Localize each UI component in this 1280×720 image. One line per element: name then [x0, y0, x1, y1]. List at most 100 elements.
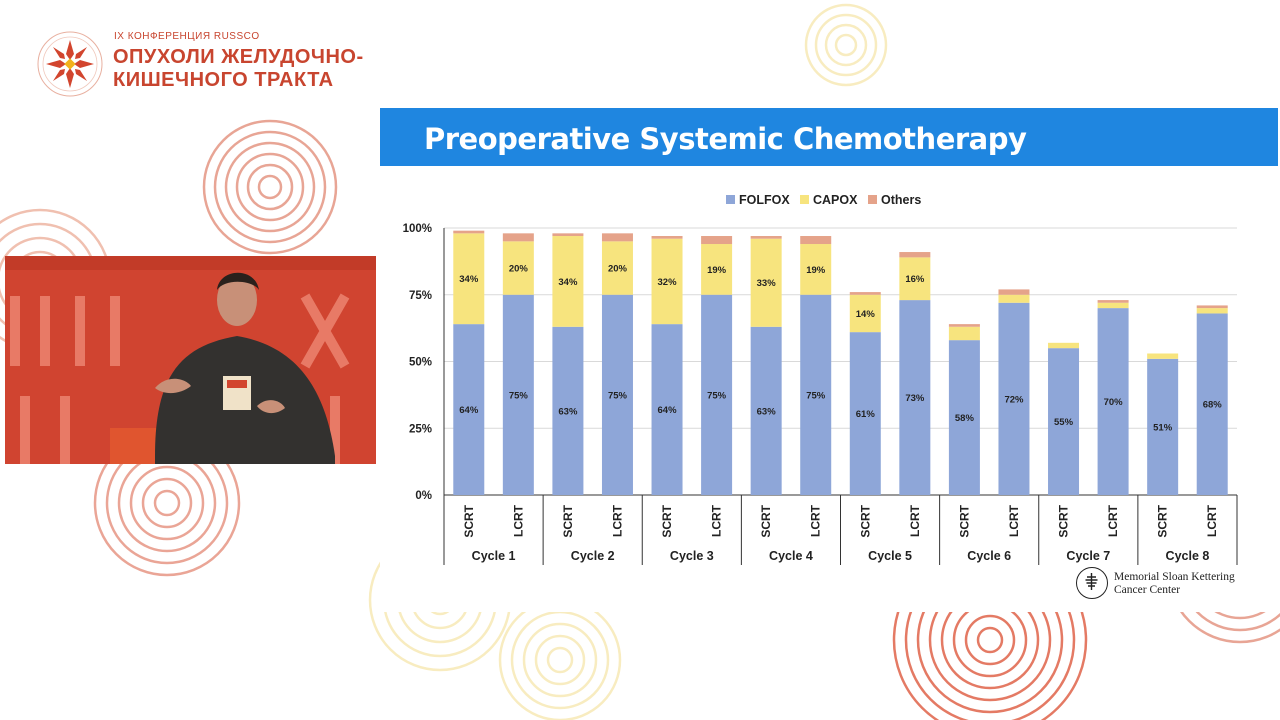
bar-capox-10 — [899, 257, 931, 301]
x-sub-label: SCRT — [660, 504, 674, 537]
x-group-label: Cycle 1 — [472, 549, 516, 563]
y-tick-label: 100% — [403, 223, 432, 235]
data-label: 55% — [1054, 417, 1074, 428]
ring-2-1 — [834, 33, 858, 57]
y-tick-label: 75% — [409, 290, 432, 302]
bar-capox-9 — [849, 294, 881, 333]
bar-capox-7 — [750, 238, 782, 327]
x-sub-label: SCRT — [858, 504, 872, 537]
x-group-label: Cycle 2 — [571, 549, 615, 563]
ring-1-2 — [141, 477, 193, 529]
x-sub-label: SCRT — [1057, 504, 1071, 537]
speaker-video — [5, 256, 376, 464]
x-sub-label: LCRT — [610, 504, 624, 537]
ring-6-3 — [522, 622, 598, 698]
bar-folfox-16 — [1196, 313, 1228, 495]
data-label: 32% — [658, 277, 678, 288]
y-tick-label: 50% — [409, 357, 432, 369]
x-sub-label: SCRT — [462, 504, 476, 537]
data-label: 63% — [558, 406, 578, 417]
legend-swatch-others — [868, 195, 877, 204]
bar-others-10 — [899, 252, 931, 258]
bar-capox-14 — [1097, 302, 1129, 309]
bar-folfox-9 — [849, 332, 881, 495]
data-label: 63% — [757, 406, 777, 417]
bar-capox-16 — [1196, 308, 1228, 314]
bar-others-16 — [1196, 305, 1228, 309]
ring-6-4 — [510, 610, 610, 710]
stacked-bar-chart: 0% 25% 50% 75% 100% 64% 34% SCRT 75% 20% LCRT 63% 34… — [403, 193, 1238, 565]
x-sub-label: SCRT — [759, 504, 773, 537]
bar-capox-3 — [552, 236, 584, 327]
ring-2-3 — [814, 13, 878, 77]
x-group-label: Cycle 7 — [1066, 549, 1110, 563]
data-label: 20% — [608, 264, 628, 275]
data-label: 20% — [509, 264, 529, 275]
bar-folfox-10 — [899, 300, 931, 495]
bar-others-6 — [701, 236, 733, 245]
legend-swatch-folfox — [726, 195, 735, 204]
legend-label-others: Others — [881, 193, 921, 207]
ring-1-3 — [129, 465, 205, 541]
x-sub-label: LCRT — [1106, 504, 1120, 537]
ring-1-1 — [153, 489, 181, 517]
bar-others-7 — [750, 236, 782, 239]
slide-header-bar: Preoperative Systemic Chemotherapy — [380, 108, 1278, 166]
bar-folfox-11 — [948, 340, 980, 495]
ring-0-2 — [246, 163, 294, 211]
bar-others-11 — [948, 324, 980, 327]
data-label: 19% — [707, 265, 727, 276]
ring-3-2 — [964, 614, 1016, 666]
bar-folfox-13 — [1048, 348, 1080, 495]
bar-others-5 — [651, 236, 683, 239]
x-group-label: Cycle 6 — [967, 549, 1011, 563]
bar-folfox-12 — [998, 302, 1030, 495]
x-sub-label: SCRT — [957, 504, 971, 537]
bar-others-9 — [849, 292, 881, 295]
bar-folfox-4 — [601, 294, 633, 495]
data-label: 72% — [1004, 394, 1024, 405]
y-tick-label: 0% — [415, 490, 432, 502]
bar-folfox-2 — [502, 294, 534, 495]
bar-folfox-7 — [750, 326, 782, 495]
ring-6-2 — [534, 634, 586, 686]
x-sub-label: LCRT — [1007, 504, 1021, 537]
ring-6-5 — [498, 598, 622, 720]
legend-swatch-capox — [800, 195, 809, 204]
bar-folfox-1 — [453, 324, 485, 495]
msk-tree-icon — [1076, 567, 1108, 599]
bar-capox-8 — [800, 244, 832, 295]
x-sub-label: LCRT — [511, 504, 525, 537]
legend-label-capox: CAPOX — [813, 193, 858, 207]
bar-capox-12 — [998, 294, 1030, 303]
bar-others-8 — [800, 236, 832, 245]
data-label: 58% — [955, 413, 975, 424]
bar-others-12 — [998, 289, 1030, 295]
data-label: 14% — [856, 309, 876, 320]
x-group-label: Cycle 4 — [769, 549, 813, 563]
x-sub-label: SCRT — [1156, 504, 1170, 537]
bar-capox-1 — [453, 233, 485, 325]
data-label: 64% — [658, 405, 678, 416]
slide-title: Preoperative Systemic Chemotherapy — [424, 122, 1027, 156]
ring-6-1 — [546, 646, 574, 674]
legend-label-folfox: FOLFOX — [739, 193, 790, 207]
bar-capox-4 — [601, 241, 633, 295]
data-label: 19% — [806, 265, 826, 276]
data-label: 64% — [459, 405, 479, 416]
ring-1-4 — [117, 453, 217, 553]
bar-folfox-15 — [1147, 358, 1179, 495]
x-group-label: Cycle 5 — [868, 549, 912, 563]
data-label: 70% — [1104, 397, 1124, 408]
data-label: 34% — [459, 274, 479, 285]
ring-0-4 — [224, 141, 316, 233]
data-label: 33% — [757, 278, 777, 289]
data-label: 75% — [707, 390, 727, 401]
bar-folfox-6 — [701, 294, 733, 495]
bar-folfox-14 — [1097, 308, 1129, 495]
msk-logo: Memorial Sloan Kettering Cancer Center — [1076, 567, 1276, 601]
x-sub-label: LCRT — [710, 504, 724, 537]
data-label: 61% — [856, 409, 876, 420]
bar-folfox-5 — [651, 324, 683, 495]
x-sub-label: LCRT — [1205, 504, 1219, 537]
